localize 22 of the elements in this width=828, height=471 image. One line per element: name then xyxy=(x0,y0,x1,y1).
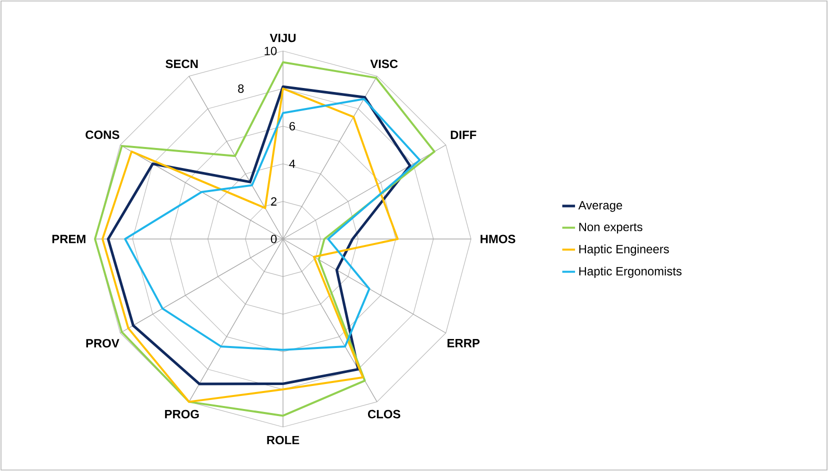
spoke-label: PROG xyxy=(165,410,199,418)
spoke-label: PREM xyxy=(52,234,86,244)
legend-label: Haptic Ergonomists xyxy=(579,266,682,278)
spoke-label: CONS xyxy=(86,130,120,139)
spoke-label: CLOS xyxy=(368,410,400,418)
legend-label: Non experts xyxy=(579,222,642,234)
y-tick-label: 10 xyxy=(264,46,277,56)
spoke-label: VIJU xyxy=(270,34,296,42)
y-tick-label: 8 xyxy=(238,84,244,93)
y-tick-label: 2 xyxy=(271,197,277,206)
spoke-label: ROLE xyxy=(267,436,300,444)
y-tick-label: 4 xyxy=(289,160,296,168)
legend-label: Haptic Engineers xyxy=(579,244,669,256)
legend-label: Average xyxy=(578,201,622,212)
spoke-label: SECN xyxy=(166,60,198,68)
spoke-label: ERRP xyxy=(448,339,480,348)
spoke-label: VISC xyxy=(370,60,398,68)
spoke-label: DIFF xyxy=(450,130,476,139)
spoke-label: PROV xyxy=(86,339,120,348)
y-tick-label: 0 xyxy=(270,234,277,244)
spoke-label: HMOS xyxy=(480,234,516,244)
y-tick-label: 6 xyxy=(290,122,296,130)
